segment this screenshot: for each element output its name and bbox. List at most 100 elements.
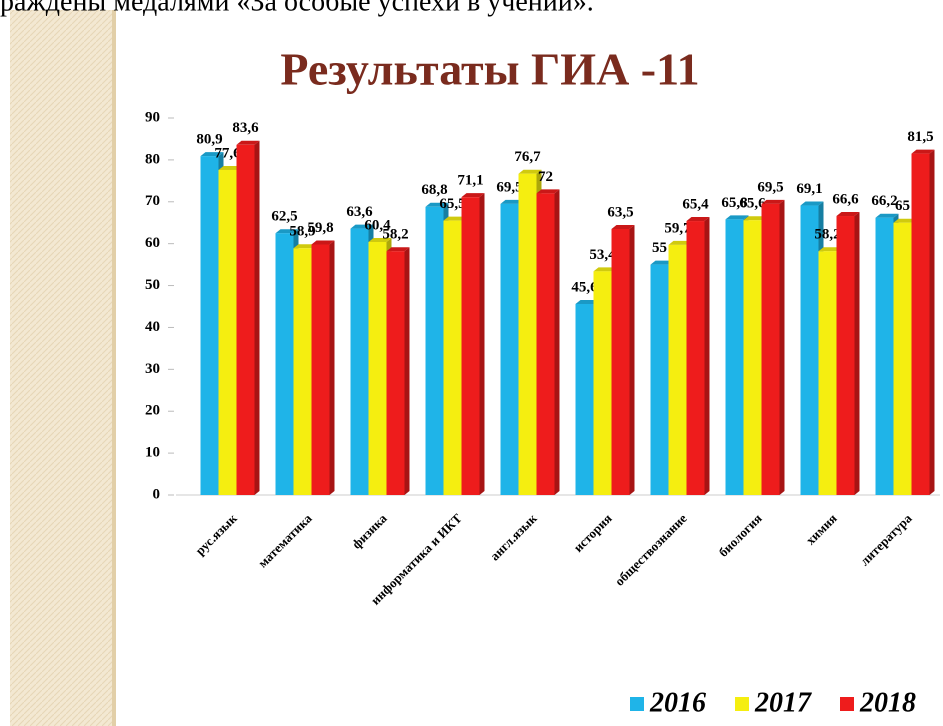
bar [650, 264, 669, 495]
bar-top [668, 240, 692, 245]
y-tick-label: 80 [145, 151, 160, 167]
bar [668, 244, 687, 495]
bar-top [518, 169, 542, 174]
bar [218, 169, 237, 496]
bar-top [275, 229, 299, 234]
bar-side [629, 225, 635, 495]
legend-label: 2018 [859, 687, 916, 718]
bar-side [404, 247, 410, 495]
bar-top [836, 212, 860, 217]
bar [593, 271, 612, 495]
bar [425, 206, 444, 495]
bar-top [650, 260, 674, 265]
y-tick-label: 90 [145, 109, 160, 125]
y-tick-label: 10 [145, 445, 160, 461]
value-label: 53,4 [589, 247, 616, 263]
legend-label: 2016 [649, 687, 706, 718]
bar [518, 173, 537, 495]
value-label: 68,8 [421, 182, 447, 198]
chart-title: Результаты ГИА -11 [280, 44, 699, 95]
bar [893, 222, 912, 495]
bar-top [911, 149, 935, 154]
bar-top [686, 217, 710, 222]
value-label: 69,5 [496, 179, 522, 195]
value-label: 58,2 [382, 227, 408, 243]
x-tick-label: англ.язык [487, 510, 540, 563]
bar [611, 229, 630, 495]
bar-top [386, 247, 410, 252]
bar [743, 220, 762, 495]
value-label: 72 [538, 169, 553, 185]
y-tick-label: 30 [145, 361, 160, 377]
bar [443, 220, 462, 495]
bar-top [218, 165, 242, 170]
y-tick-label: 70 [145, 193, 160, 209]
bar [350, 228, 369, 495]
bar [275, 233, 294, 495]
bar-top [200, 152, 224, 157]
bar [368, 241, 387, 495]
x-tick-label: химия [803, 511, 840, 548]
y-tick-label: 40 [145, 319, 160, 335]
bar [236, 144, 255, 495]
value-label: 69,5 [757, 179, 783, 195]
y-tick-label: 0 [153, 486, 161, 502]
value-label: 63,6 [346, 204, 373, 220]
bar [761, 203, 780, 495]
value-label: 81,5 [907, 129, 933, 145]
legend-swatch [630, 697, 644, 711]
value-label: 77,6 [214, 145, 241, 161]
bar-top [893, 218, 917, 223]
bar [818, 251, 837, 495]
bar-top [350, 224, 374, 229]
bar-top [500, 199, 524, 204]
x-tick-label: биология [716, 511, 765, 560]
bar [725, 219, 744, 496]
bar [293, 248, 312, 495]
side-stripe [10, 10, 115, 726]
bar [575, 303, 594, 495]
bar-side [329, 240, 335, 495]
bar [311, 244, 330, 495]
bar [800, 205, 819, 495]
x-tick-label: литература [857, 510, 915, 568]
bar-top [443, 216, 467, 221]
bar-top [875, 213, 899, 218]
value-label: 58,9 [289, 224, 315, 240]
bar-top [761, 199, 785, 204]
x-tick-label: рус.язык [192, 510, 240, 558]
x-tick-label: математика [255, 510, 315, 570]
page-text: раждены медалями «За особые успехи в уче… [0, 0, 594, 17]
bar-side [704, 217, 710, 495]
value-label: 65 [895, 198, 910, 214]
bar [911, 153, 930, 495]
stripe-edge [112, 10, 116, 726]
value-label: 45,6 [571, 279, 598, 295]
y-tick-label: 20 [145, 403, 160, 419]
bar-side [254, 140, 260, 495]
bar [386, 251, 405, 495]
bar-top [536, 189, 560, 194]
bar-top [368, 237, 392, 242]
value-label: 69,1 [796, 181, 822, 197]
value-label: 63,5 [607, 204, 633, 220]
y-tick-label: 60 [145, 235, 160, 251]
bar-top [800, 201, 824, 206]
bar-top [743, 216, 767, 221]
value-label: 55 [652, 240, 667, 256]
legend-label: 2017 [754, 687, 812, 718]
value-label: 80,9 [196, 132, 222, 148]
value-label: 65,4 [682, 196, 709, 212]
value-label: 58,2 [814, 227, 840, 243]
value-label: 65,6 [739, 196, 766, 212]
bar-top [461, 193, 485, 198]
value-label: 59,8 [307, 220, 333, 236]
bar [875, 217, 894, 495]
bar [836, 216, 855, 495]
value-label: 65,5 [439, 196, 465, 212]
bar-top [725, 215, 749, 220]
x-tick-label: обществознание [612, 510, 690, 588]
value-label: 71,1 [457, 173, 483, 189]
x-tick-label: история [570, 511, 614, 555]
